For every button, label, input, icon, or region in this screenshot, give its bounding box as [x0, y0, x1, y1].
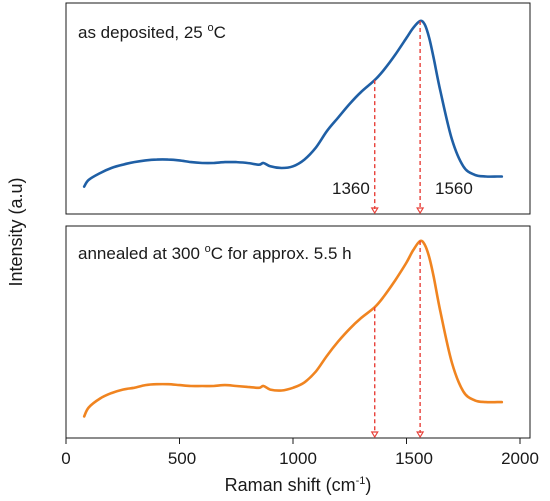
- marker-arrow-1360-bottom: [370, 431, 379, 439]
- x-tick-label-500: 500: [168, 449, 196, 468]
- marker-arrow-1560-top: [416, 207, 425, 215]
- series-line-as-deposited: [82, 19, 504, 188]
- marker-arrow-1360-top: [370, 207, 379, 215]
- panel-bottom-frame: [65, 225, 531, 439]
- x-tick-label-2000: 2000: [501, 449, 539, 468]
- peak-label-1560: 1560: [435, 179, 473, 198]
- peak-markers: [370, 21, 425, 439]
- panel-top-title: as deposited, 25 oC: [78, 22, 226, 42]
- marker-arrow-1560-bottom: [416, 431, 425, 439]
- series-line-annealed: [82, 239, 504, 418]
- x-tick-label-0: 0: [61, 449, 70, 468]
- x-tick-label-1500: 1500: [395, 449, 433, 468]
- y-axis-label: Intensity (a.u): [6, 177, 26, 286]
- x-axis-label: Raman shift (cm-1): [225, 475, 372, 495]
- series-layer: [82, 19, 504, 418]
- panel-top-frame: [65, 2, 531, 215]
- peak-label-1360: 1360: [332, 179, 370, 198]
- x-ticks: [65, 438, 521, 444]
- panel-bottom-title: annealed at 300 oC for approx. 5.5 h: [78, 243, 352, 263]
- x-tick-label-1000: 1000: [279, 449, 317, 468]
